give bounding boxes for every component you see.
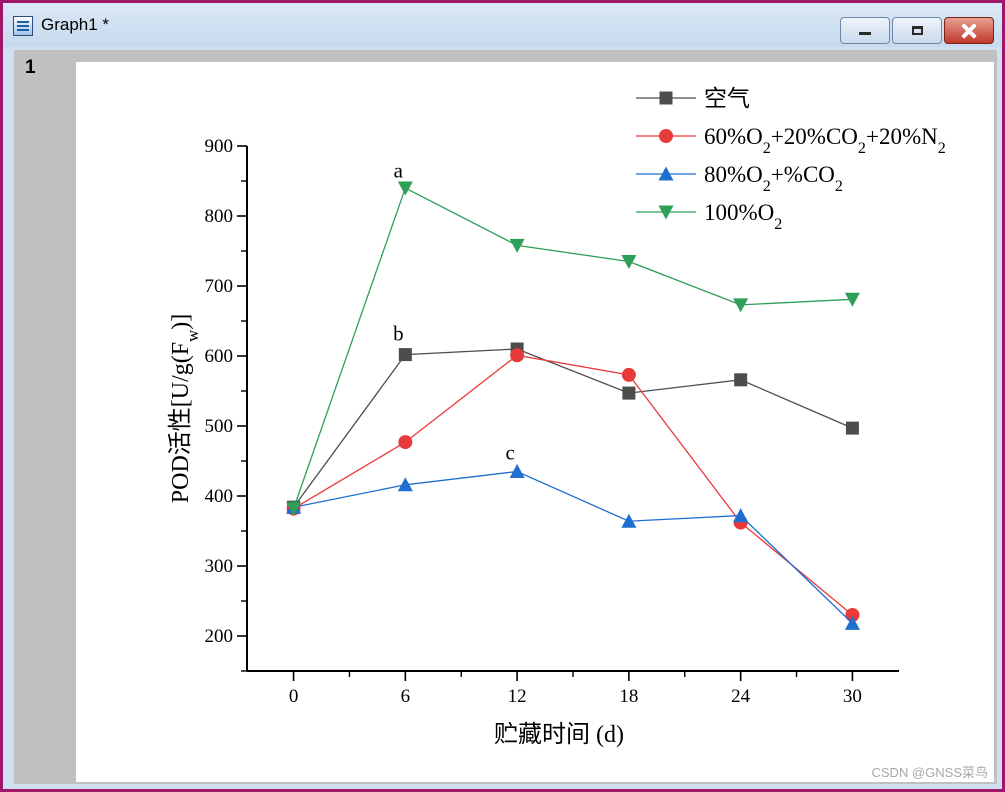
series-layer xyxy=(286,181,860,630)
legend-marker xyxy=(659,91,673,105)
legend-label: 60%O2+20%CO2+20%N2 xyxy=(704,124,946,157)
y-tick-label: 700 xyxy=(205,276,234,297)
graph-page[interactable]: 200 300 400 500 600 700 800 900 0 6 12 18 24 30 贮藏时间 (… xyxy=(76,62,994,782)
legend-marker xyxy=(658,166,674,181)
y-tick-label: 800 xyxy=(205,206,234,227)
annotation-c: c xyxy=(505,441,514,465)
data-point-o2-60 xyxy=(621,367,636,382)
data-point-o2-100 xyxy=(621,255,637,269)
graph-client-area: 1 200 300 400 500 600 700 800 900 0 6 12 18 24 30 贮藏时间… xyxy=(14,50,997,784)
close-button[interactable] xyxy=(944,17,994,44)
legend-label: 空气 xyxy=(704,86,750,111)
data-point-o2-60 xyxy=(845,608,860,622)
y-tick-label: 200 xyxy=(205,626,234,647)
data-point-air xyxy=(398,348,412,362)
series-line-o2-100 xyxy=(292,187,853,509)
annotation-a: a xyxy=(394,159,404,183)
graph-window-icon[interactable] xyxy=(13,16,33,36)
annotations: a b c xyxy=(393,159,515,465)
x-tick-label: 6 xyxy=(401,686,411,707)
x-axis-title: 贮藏时间 (d) xyxy=(494,721,624,748)
data-point-o2-80 xyxy=(509,464,525,478)
data-point-air xyxy=(734,373,748,387)
legend-item-air: 空气 xyxy=(636,86,750,111)
y-tick-label: 600 xyxy=(205,346,234,367)
data-point-o2-100 xyxy=(509,238,525,253)
legend-marker xyxy=(659,129,673,143)
data-point-air xyxy=(622,386,636,400)
minimize-button[interactable] xyxy=(840,17,890,44)
data-point-o2-60 xyxy=(398,435,413,450)
data-point-o2-60 xyxy=(510,348,525,363)
series-o2-100 xyxy=(286,181,860,517)
legend-label: 80%O2+%CO2 xyxy=(704,162,843,195)
title-bar[interactable]: Graph1 * xyxy=(3,3,1002,47)
data-point-o2-100 xyxy=(733,298,749,313)
series-line-o2-60 xyxy=(293,354,853,616)
legend[interactable]: 空气 60%O2+20%CO2+20%N2 80%O2+%CO2 100%O2 xyxy=(636,86,946,233)
legend-marker xyxy=(658,205,674,220)
minimize-icon xyxy=(859,32,871,35)
chart[interactable]: 200 300 400 500 600 700 800 900 0 6 12 18 24 30 贮藏时间 (… xyxy=(76,62,994,782)
x-tick-label: 30 xyxy=(843,686,862,707)
data-point-o2-80 xyxy=(844,615,860,630)
data-point-o2-80 xyxy=(621,513,637,528)
x-tick-label: 18 xyxy=(619,686,638,707)
legend-label: 100%O2 xyxy=(704,200,782,233)
y-tick-label: 500 xyxy=(205,416,234,437)
y-tick-label: 400 xyxy=(205,486,234,507)
data-point-air xyxy=(845,421,859,435)
y-tick-label: 300 xyxy=(205,556,234,577)
maximize-icon xyxy=(911,26,923,35)
maximize-button[interactable] xyxy=(892,17,942,44)
y-tick-label: 900 xyxy=(205,136,234,157)
series-air xyxy=(287,342,859,514)
series-o2-80 xyxy=(286,464,860,630)
data-point-o2-100 xyxy=(397,181,413,196)
window-title: Graph1 * xyxy=(41,15,110,34)
annotation-b: b xyxy=(393,322,404,346)
legend-item-o2-100: 100%O2 xyxy=(636,200,782,233)
axes: 200 300 400 500 600 700 800 900 0 6 12 18 24 30 贮藏时间 (… xyxy=(167,136,899,748)
series-line-air xyxy=(293,348,853,508)
x-tick-label: 0 xyxy=(289,686,299,707)
data-point-o2-100 xyxy=(286,502,302,517)
layer-number[interactable]: 1 xyxy=(25,57,36,78)
watermark: CSDN @GNSS菜鸟 xyxy=(871,765,989,780)
legend-item-o2-60: 60%O2+20%CO2+20%N2 xyxy=(636,124,946,157)
x-tick-label: 24 xyxy=(731,686,751,707)
data-point-o2-100 xyxy=(844,292,860,307)
data-point-o2-80 xyxy=(733,508,749,523)
series-line-o2-80 xyxy=(293,470,853,624)
legend-item-o2-80: 80%O2+%CO2 xyxy=(636,162,843,195)
series-o2-60 xyxy=(286,348,860,622)
x-tick-label: 12 xyxy=(508,686,527,707)
data-point-o2-80 xyxy=(397,477,413,492)
y-axis-title: POD活性[U/g(Fw)] xyxy=(167,314,202,503)
close-icon xyxy=(961,23,977,39)
